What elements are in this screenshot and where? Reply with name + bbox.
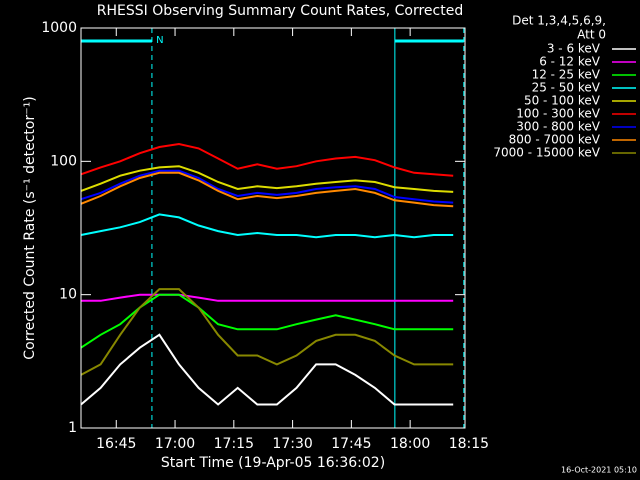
x-tick-label: 18:15 — [449, 436, 489, 452]
legend-title: Det 1,3,4,5,6,9, — [512, 14, 606, 28]
series-line — [80, 288, 454, 376]
series-line — [80, 293, 454, 349]
legend-label: 6 - 12 keV — [539, 55, 601, 69]
legend-label: 300 - 800 keV — [516, 120, 600, 134]
legend-label: 25 - 50 keV — [532, 81, 601, 95]
plot-frame — [80, 27, 466, 429]
legend-label: 100 - 300 keV — [516, 107, 600, 121]
x-tick-label: 17:15 — [214, 436, 254, 452]
x-tick-label: 17:00 — [155, 436, 195, 452]
y-axis-label: Corrected Count Rate (s⁻¹ detector⁻¹) — [22, 96, 38, 359]
x-tick-label: 17:30 — [272, 436, 312, 452]
series-line — [80, 169, 454, 204]
series-line — [80, 142, 454, 177]
y-tick-label: 10 — [59, 287, 77, 303]
y-tick-label: 1 — [68, 420, 77, 436]
interval-label: N — [156, 35, 163, 46]
series-line — [81, 293, 454, 302]
x-tick-label: 18:00 — [390, 436, 430, 452]
legend-label: 3 - 6 keV — [547, 42, 601, 56]
legend-title: Att 0 — [577, 28, 606, 42]
legend-label: 7000 - 15000 keV — [493, 146, 600, 160]
timestamp: 16-Oct-2021 05:10 — [561, 466, 637, 475]
series-line — [80, 171, 454, 208]
legend-label: 800 - 7000 keV — [509, 133, 601, 147]
series-line — [80, 213, 454, 239]
x-tick-label: 17:45 — [331, 436, 371, 452]
series-line — [80, 333, 454, 406]
legend-label: 50 - 100 keV — [524, 94, 601, 108]
y-tick-label: 1000 — [41, 20, 77, 36]
legend-label: 12 - 25 keV — [532, 68, 601, 82]
y-tick-label: 100 — [50, 153, 77, 169]
x-axis-label: Start Time (19-Apr-05 16:36:02) — [161, 455, 385, 471]
chart-title: RHESSI Observing Summary Count Rates, Co… — [97, 3, 463, 19]
x-tick-label: 16:45 — [96, 436, 136, 452]
series-line — [80, 165, 454, 193]
